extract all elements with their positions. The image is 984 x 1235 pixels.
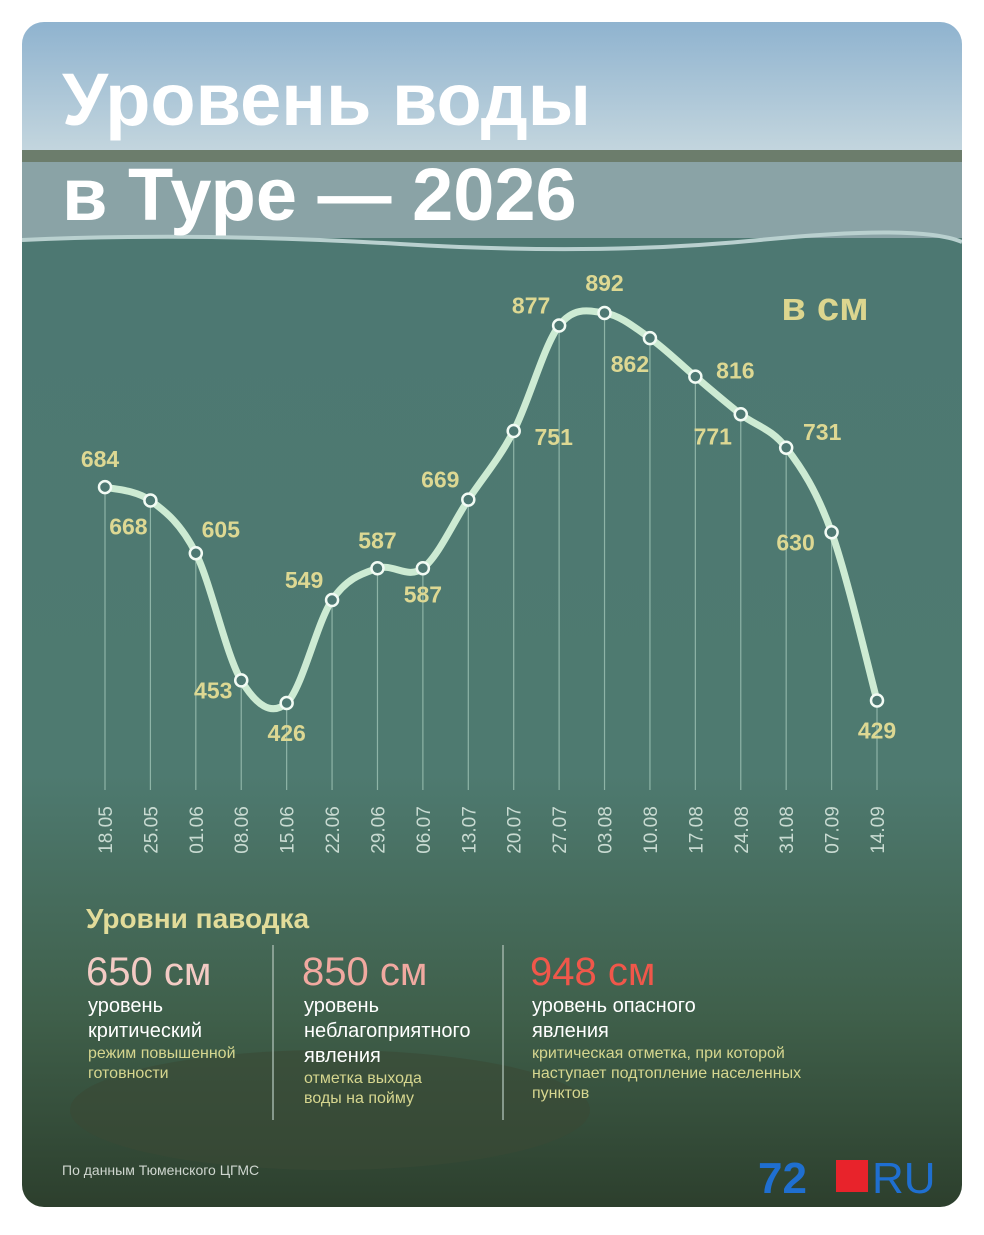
x-tick-label: 20.07 xyxy=(505,806,526,854)
x-tick-label: 22.06 xyxy=(323,806,344,854)
x-tick-label: 14.09 xyxy=(868,806,889,854)
level-note: пунктов xyxy=(532,1085,589,1102)
x-tick-label: 15.06 xyxy=(278,806,299,854)
level-value: 948 см xyxy=(530,950,655,994)
point xyxy=(869,693,885,708)
value-label: 877 xyxy=(512,293,550,319)
value-label: 587 xyxy=(358,527,396,553)
point xyxy=(188,545,204,561)
value-label: 549 xyxy=(285,567,323,593)
level-note: критическая отметка, при которой xyxy=(532,1045,785,1062)
point xyxy=(324,592,340,608)
point xyxy=(824,525,839,540)
x-tick-label: 25.05 xyxy=(141,806,162,854)
level-name: критический xyxy=(88,1020,202,1042)
level-note: режим повышенной xyxy=(88,1045,236,1062)
value-label: 816 xyxy=(716,358,754,384)
value-label: 426 xyxy=(267,720,305,746)
title-line: Уровень воды xyxy=(62,58,591,141)
title: Уровень воды в Туре — 2026 xyxy=(62,58,591,236)
x-tick-label: 29.06 xyxy=(368,806,389,854)
title-line: в Туре — 2026 xyxy=(62,153,577,236)
x-tick-label: 01.06 xyxy=(187,806,208,854)
point xyxy=(551,318,567,333)
unit-label: в см xyxy=(781,285,869,329)
value-label: 731 xyxy=(803,419,842,445)
level-value: 850 см xyxy=(302,950,427,994)
point xyxy=(642,330,658,346)
level-name: явления xyxy=(304,1045,381,1067)
point xyxy=(143,493,158,508)
logo-square xyxy=(836,1160,868,1192)
x-tick-label: 10.08 xyxy=(641,806,662,854)
value-label: 605 xyxy=(202,516,241,542)
point xyxy=(461,492,476,507)
x-tick-label: 07.09 xyxy=(823,806,844,854)
value-label: 587 xyxy=(404,581,442,607)
point xyxy=(370,561,385,576)
value-label: 630 xyxy=(776,529,814,555)
flood-title: Уровни паводка xyxy=(86,903,310,934)
x-tick-label: 17.08 xyxy=(686,806,707,854)
point xyxy=(97,479,113,495)
level-name: явления xyxy=(532,1020,609,1042)
source: По данным Тюменского ЦГМС xyxy=(62,1162,259,1178)
x-tick-label: 27.07 xyxy=(550,806,571,854)
logo-number: 72 xyxy=(758,1154,807,1203)
x-tick-label: 03.08 xyxy=(596,806,617,854)
value-label: 684 xyxy=(81,446,120,472)
value-label: 892 xyxy=(585,270,623,296)
value-label: 771 xyxy=(694,423,733,449)
level-note: наступает подтопление населенных xyxy=(532,1065,801,1082)
level-name: уровень опасного xyxy=(532,995,696,1017)
point xyxy=(506,423,521,439)
level-note: отметка выхода xyxy=(304,1070,422,1087)
level-name: неблагоприятного xyxy=(304,1020,471,1042)
point xyxy=(279,695,294,711)
point xyxy=(597,305,612,321)
x-tick-label: 18.05 xyxy=(96,806,117,854)
level-note: готовности xyxy=(88,1065,169,1082)
x-tick-label: 24.08 xyxy=(732,806,753,854)
point xyxy=(778,440,794,455)
value-label: 862 xyxy=(611,351,649,377)
point xyxy=(415,561,431,576)
level-note: воды на пойму xyxy=(304,1090,414,1107)
x-tick-label: 31.08 xyxy=(777,806,798,854)
point xyxy=(233,673,249,688)
value-label: 453 xyxy=(194,677,232,703)
point xyxy=(733,407,749,422)
level-value: 650 см xyxy=(86,950,211,994)
background xyxy=(22,22,962,1207)
value-label: 668 xyxy=(109,514,148,540)
value-label: 429 xyxy=(858,718,896,744)
level-name: уровень xyxy=(304,995,379,1017)
logo-domain: RU xyxy=(872,1154,936,1203)
x-tick-label: 13.07 xyxy=(459,806,480,854)
line-chart: 684 18.05 668 25.05 605 01.06 453 08.06 426 15.06… xyxy=(81,270,896,854)
level-name: уровень xyxy=(88,995,163,1017)
x-tick-label: 08.06 xyxy=(232,806,253,854)
line xyxy=(101,307,881,713)
logo: 72 RU xyxy=(758,1154,936,1203)
value-label: 669 xyxy=(421,467,459,493)
point xyxy=(688,369,703,384)
value-label: 751 xyxy=(535,424,574,450)
x-tick-label: 06.07 xyxy=(414,806,435,854)
